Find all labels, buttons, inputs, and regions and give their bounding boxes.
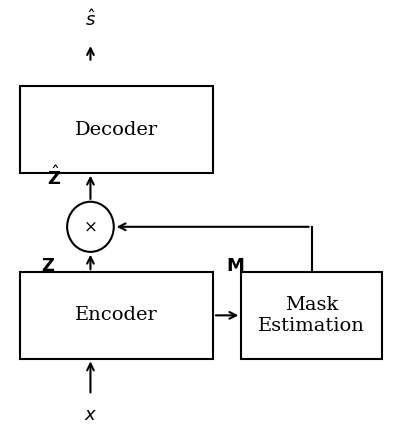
Text: $\hat{\mathbf{Z}}$: $\hat{\mathbf{Z}}$ (47, 165, 61, 189)
FancyBboxPatch shape (20, 272, 213, 359)
Text: $\mathbf{M}$: $\mathbf{M}$ (225, 257, 244, 275)
Text: Encoder: Encoder (75, 306, 158, 324)
Text: $x$: $x$ (84, 406, 97, 424)
FancyBboxPatch shape (241, 272, 381, 359)
Circle shape (67, 202, 113, 252)
Text: $\hat{s}$: $\hat{s}$ (85, 9, 96, 30)
Text: Mask
Estimation: Mask Estimation (257, 296, 364, 335)
Text: ×: × (83, 218, 97, 235)
Text: Decoder: Decoder (75, 121, 158, 139)
Text: $\mathbf{Z}$: $\mathbf{Z}$ (41, 257, 55, 275)
FancyBboxPatch shape (20, 86, 213, 173)
